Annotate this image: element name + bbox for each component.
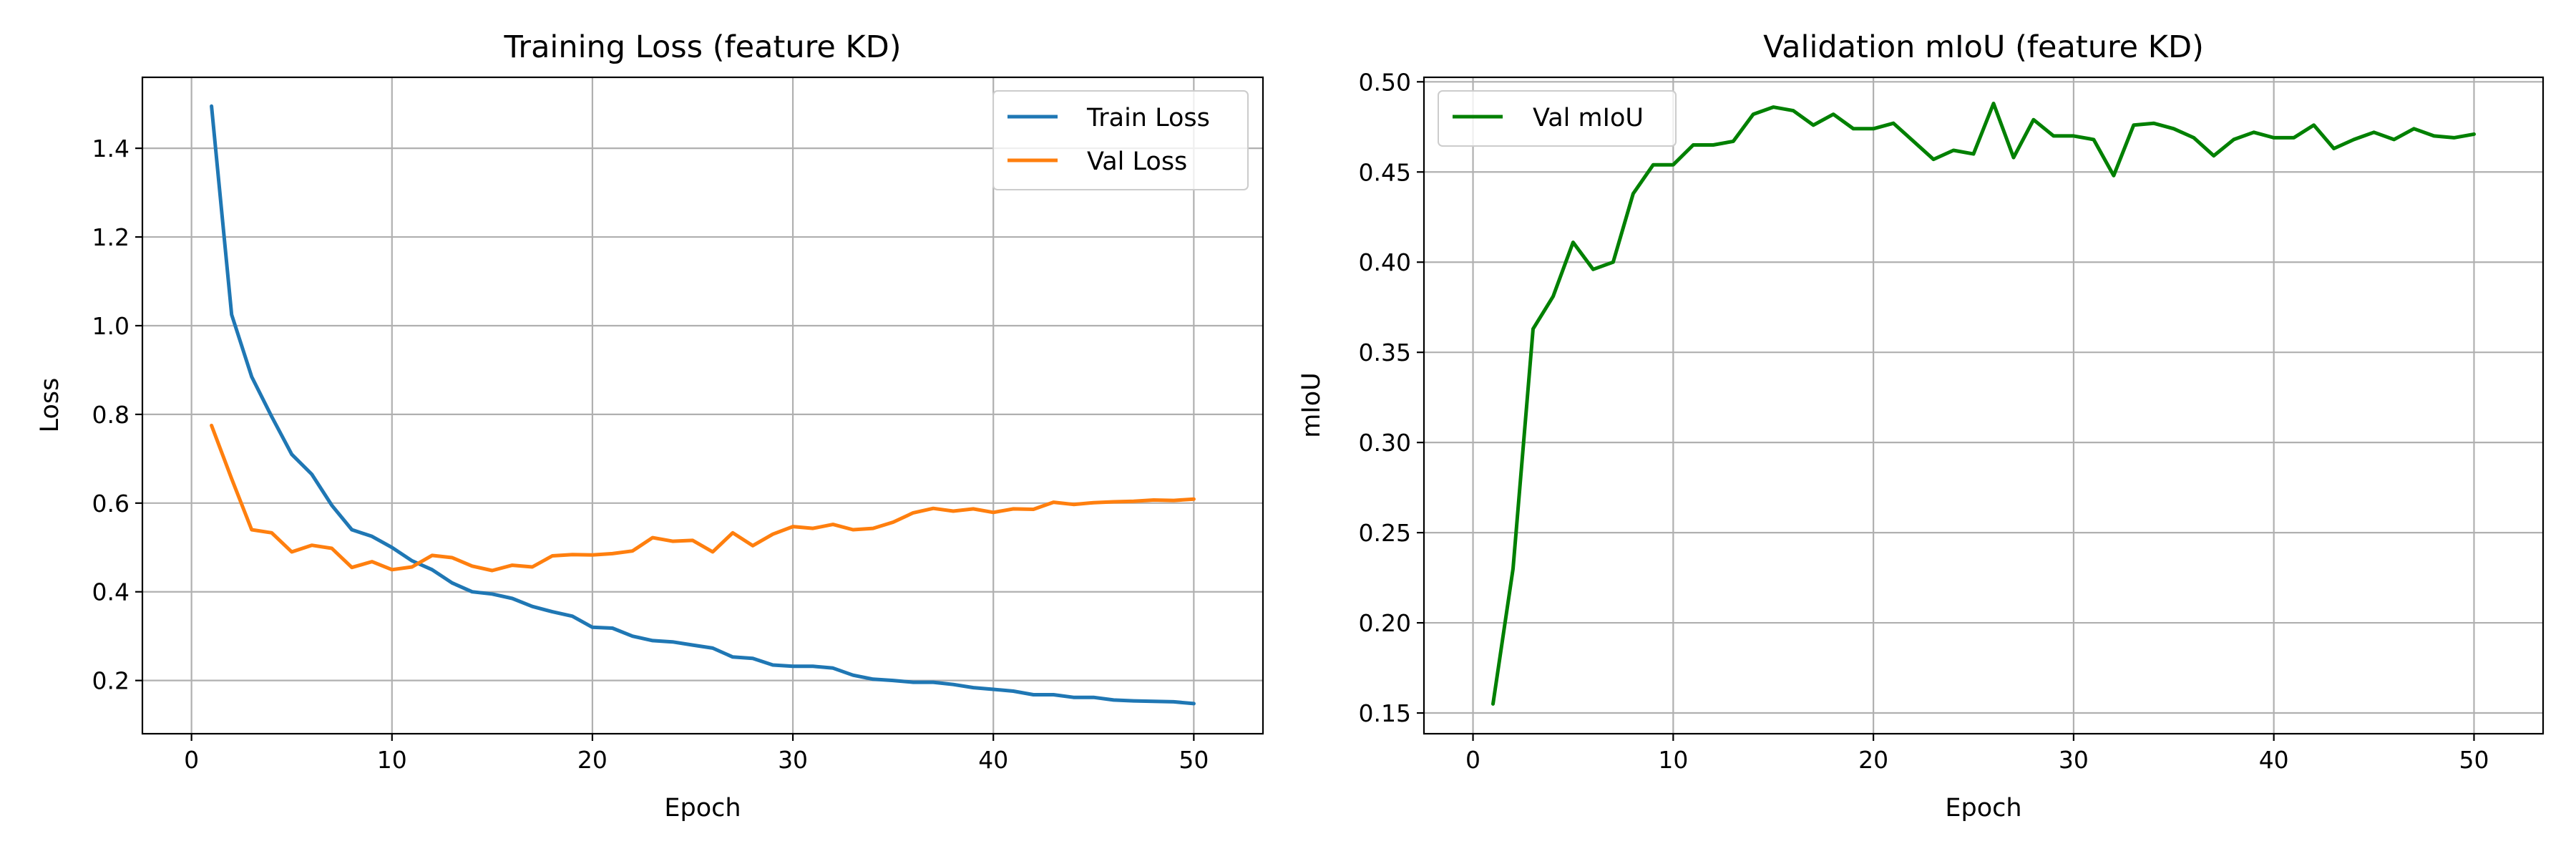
y-tick-label: 0.15 [1359,699,1411,727]
y-tick-label: 0.30 [1359,429,1411,457]
x-tick-label: 20 [1858,746,1888,774]
x-axis-label: Epoch [1945,794,2021,822]
y-axis-label: Loss [36,378,64,433]
x-tick-label: 30 [2059,746,2089,774]
y-ticks: 0.2 0.4 0.6 0.8 1.0 1.2 1.4 [92,135,142,695]
axes-frame [1423,76,2545,735]
x-ticks: 0 10 20 30 40 50 [184,734,1209,774]
x-tick-label: 50 [1179,746,1209,774]
validation-miou-chart: Validation mIoU (feature KD) 0 10 20 30 40 50… [1297,29,2545,822]
x-tick-label: 10 [377,746,407,774]
chart-title: Validation mIoU (feature KD) [1763,29,2204,65]
legend-label-val-loss: Val Loss [1087,147,1187,176]
x-tick-label: 0 [184,746,199,774]
y-tick-label: 0.25 [1359,519,1411,547]
x-tick-label: 20 [577,746,608,774]
series-lines [210,104,1196,706]
series-line-train-loss [210,104,1196,706]
legend-box [1438,90,1677,147]
y-ticks: 0.15 0.20 0.25 0.30 0.35 0.40 0.45 0.50 [1359,68,1424,727]
training-loss-chart: Training Loss (feature KD) 0 10 20 30 40 50 0… [36,29,1264,822]
y-axis-label: mIoU [1297,372,1326,437]
y-tick-label: 0.35 [1359,339,1411,367]
y-tick-label: 0.40 [1359,248,1411,276]
y-tick-label: 0.4 [92,578,130,606]
y-tick-label: 1.2 [92,223,130,251]
axes-frame [141,76,1264,735]
y-tick-label: 1.4 [92,135,130,162]
chart-title: Training Loss (feature KD) [503,29,901,65]
x-tick-label: 10 [1658,746,1688,774]
series-line-val-miou [1491,102,2476,706]
y-tick-label: 0.2 [92,667,130,695]
y-tick-label: 0.45 [1359,158,1411,186]
series-lines [1491,102,2476,706]
y-tick-label: 0.8 [92,401,130,429]
legend: Val mIoU [1438,90,1677,147]
legend-label-val-miou: Val mIoU [1533,104,1644,132]
y-tick-label: 0.20 [1359,609,1411,637]
x-tick-label: 0 [1465,746,1480,774]
y-tick-label: 0.6 [92,490,130,518]
y-tick-label: 1.0 [92,312,130,340]
x-tick-label: 40 [2259,746,2289,774]
x-ticks: 0 10 20 30 40 50 [1465,734,2489,774]
x-tick-label: 50 [2459,746,2489,774]
y-tick-label: 0.50 [1359,68,1411,96]
legend: Train Loss Val Loss [992,90,1249,190]
legend-label-train-loss: Train Loss [1086,104,1210,132]
x-axis-label: Epoch [664,794,741,822]
x-tick-label: 40 [978,746,1008,774]
series-line-val-loss [210,423,1196,573]
x-tick-label: 30 [778,746,808,774]
grid [1424,77,2543,734]
